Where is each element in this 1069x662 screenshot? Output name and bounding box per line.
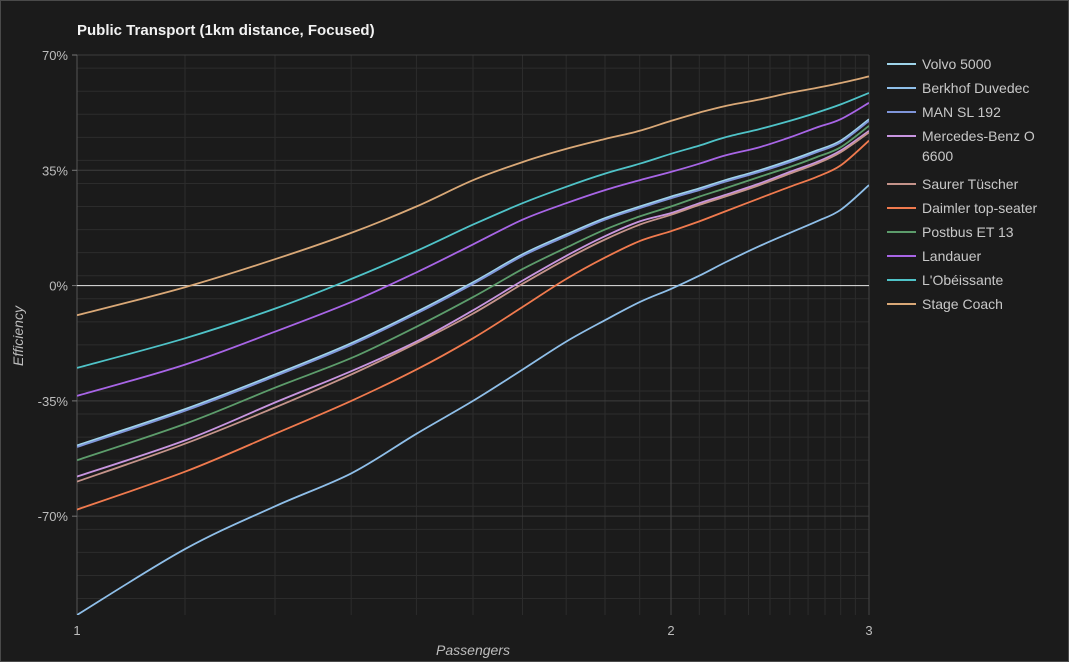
legend-label-2: Berkhof Duvedec bbox=[922, 80, 1029, 96]
series-line-9 bbox=[77, 92, 869, 369]
legend-label-7: Postbus ET 13 bbox=[922, 224, 1014, 240]
series-line-1 bbox=[77, 118, 869, 447]
legend-label-3: MAN SL 192 bbox=[922, 104, 1001, 120]
x-axis-label: Passengers bbox=[436, 642, 510, 658]
x-tick-label: 2 bbox=[667, 623, 674, 638]
axes bbox=[76, 55, 869, 615]
series-line-7 bbox=[77, 125, 869, 462]
x-tick-label: 3 bbox=[865, 623, 872, 638]
y-axis-label: Efficiency bbox=[10, 305, 26, 366]
legend-label-6: Daimler top-seater bbox=[922, 200, 1037, 216]
y-tick-label: 35% bbox=[42, 163, 68, 178]
y-tick-label: -70% bbox=[38, 509, 69, 524]
y-tick-label: 0% bbox=[49, 279, 68, 294]
chart-title: Public Transport (1km distance, Focused) bbox=[77, 22, 375, 39]
legend-label-9: L'Obéissante bbox=[922, 272, 1003, 288]
y-tick-label: 70% bbox=[42, 48, 68, 63]
x-tick-label: 1 bbox=[73, 623, 80, 638]
legend-label-1: Volvo 5000 bbox=[922, 56, 991, 72]
series-line-3 bbox=[77, 120, 869, 448]
series-line-5 bbox=[77, 131, 869, 483]
legend-label-4: Mercedes-Benz O 6600 bbox=[922, 128, 1035, 164]
series-line-8 bbox=[77, 102, 869, 397]
series-lines bbox=[77, 75, 869, 615]
series-line-4 bbox=[77, 130, 869, 478]
series-line-2 bbox=[77, 184, 869, 615]
legend-label-8: Landauer bbox=[922, 248, 982, 264]
series-line-10 bbox=[77, 75, 869, 317]
series-line-6 bbox=[77, 139, 869, 511]
y-tick-label: -35% bbox=[38, 394, 69, 409]
legend-label-5: Saurer Tüscher bbox=[922, 176, 1019, 192]
tick-labels: 70% 35% 0% -35% -70% 1 2 3 bbox=[38, 48, 873, 638]
legend: Volvo 5000 Berkhof Duvedec MAN SL 192 Merce… bbox=[887, 56, 1037, 312]
legend-label-10: Stage Coach bbox=[922, 296, 1003, 312]
